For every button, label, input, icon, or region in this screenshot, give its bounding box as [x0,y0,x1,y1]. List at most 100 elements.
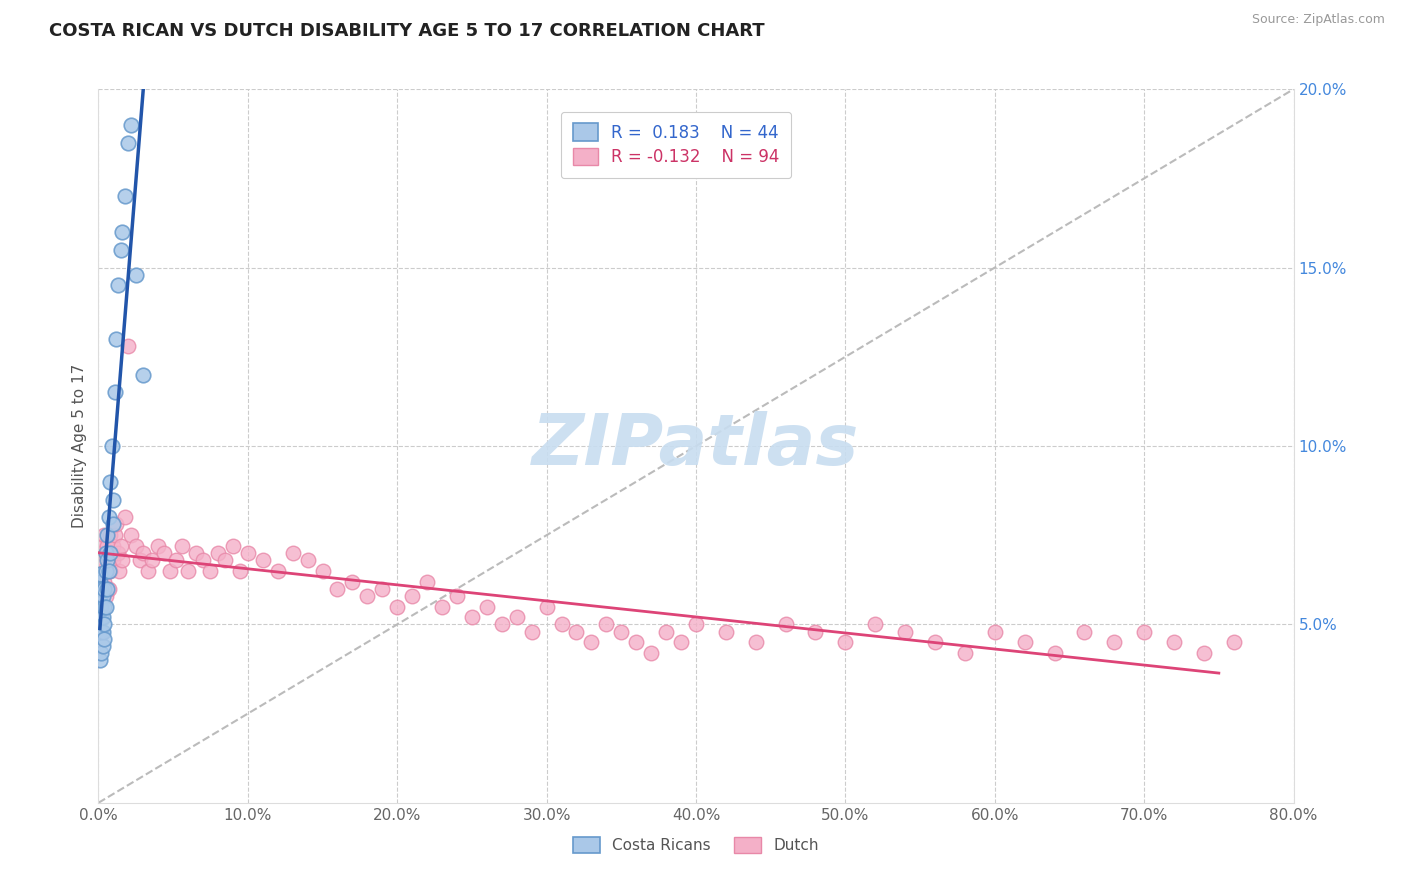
Point [491,617,513,632]
Point [114,510,136,524]
Point [200,564,222,578]
Point [191,553,214,567]
Point [94,546,117,560]
Point [89,589,111,603]
Legend: Costa Ricans, Dutch: Costa Ricans, Dutch [567,831,825,859]
Point [229,564,252,578]
Point [96,582,118,596]
Point [1104,635,1126,649]
Text: ZIPatlas: ZIPatlas [533,411,859,481]
Point [1223,635,1246,649]
Point [94,564,117,578]
Point [132,368,155,382]
Point [834,635,856,649]
Point [108,564,131,578]
Point [93,528,115,542]
Point [98,564,122,578]
Point [125,268,148,282]
Point [89,624,111,639]
Point [98,546,122,560]
Point [97,553,120,567]
Point [356,589,378,603]
Point [565,624,588,639]
Y-axis label: Disability Age 5 to 17: Disability Age 5 to 17 [72,364,87,528]
Point [94,599,117,614]
Point [98,528,122,542]
Point [865,617,887,632]
Point [103,492,125,507]
Point [177,564,200,578]
Point [132,546,155,560]
Point [184,546,207,560]
Point [685,617,707,632]
Point [107,278,129,293]
Point [581,635,603,649]
Point [91,610,114,624]
Text: Source: ZipAtlas.com: Source: ZipAtlas.com [1251,13,1385,27]
Point [90,582,112,596]
Point [222,539,245,553]
Point [89,582,111,596]
Point [141,553,163,567]
Point [103,539,125,553]
Point [595,617,617,632]
Point [103,553,125,567]
Point [214,553,236,567]
Point [96,564,118,578]
Point [326,582,349,596]
Point [97,564,120,578]
Point [90,546,112,560]
Point [281,546,304,560]
Point [342,574,364,589]
Point [89,610,111,624]
Point [96,539,118,553]
Point [236,546,259,560]
Point [311,564,333,578]
Point [120,528,142,542]
Point [136,564,159,578]
Point [894,624,917,639]
Point [1073,624,1095,639]
Point [110,539,132,553]
Point [159,564,181,578]
Point [111,553,134,567]
Point [101,439,124,453]
Point [153,546,176,560]
Point [1192,646,1215,660]
Point [640,646,662,660]
Point [90,610,112,624]
Point [94,546,117,560]
Point [114,189,136,203]
Point [655,624,678,639]
Point [89,564,111,578]
Point [520,624,543,639]
Point [107,546,129,560]
Point [1133,624,1156,639]
Point [1043,646,1066,660]
Point [90,646,112,660]
Point [110,243,132,257]
Point [125,539,148,553]
Point [416,574,439,589]
Point [267,564,290,578]
Point [91,624,114,639]
Point [97,510,120,524]
Point [91,589,114,603]
Point [297,553,319,567]
Point [91,553,114,567]
Point [117,136,139,150]
Point [93,617,115,632]
Point [506,610,529,624]
Point [105,517,128,532]
Point [984,624,1007,639]
Point [105,332,128,346]
Point [775,617,797,632]
Point [626,635,648,649]
Point [1163,635,1185,649]
Point [117,339,139,353]
Point [103,517,125,532]
Point [252,553,274,567]
Point [550,617,572,632]
Point [475,599,498,614]
Point [536,599,558,614]
